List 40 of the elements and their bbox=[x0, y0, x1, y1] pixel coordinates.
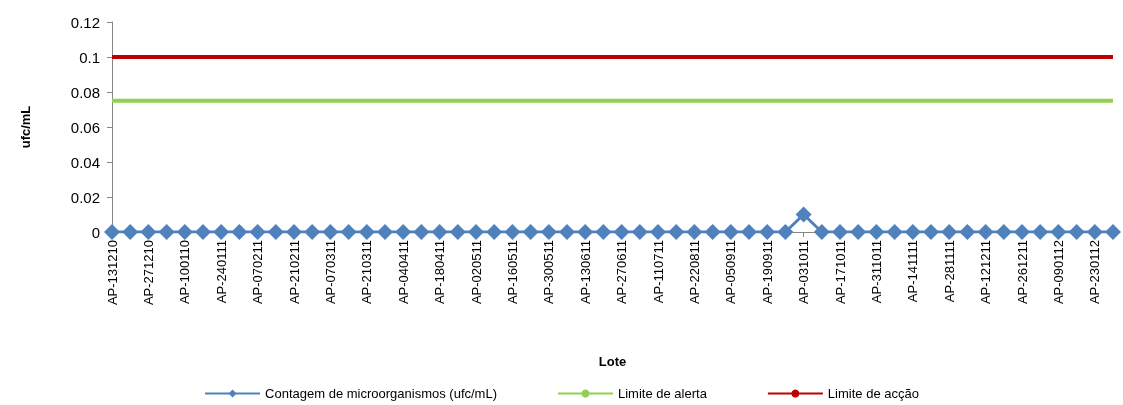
legend-label: Limite de alerta bbox=[617, 386, 708, 401]
y-tick-label: 0.1 bbox=[79, 48, 100, 66]
x-tick-label: AP-271210 bbox=[140, 240, 156, 306]
x-tick-label: AP-311011 bbox=[868, 240, 884, 304]
x-tick-label: AP-281111 bbox=[941, 240, 957, 303]
x-tick-label: AP-210211 bbox=[286, 240, 302, 305]
x-tick-label: AP-070211 bbox=[250, 240, 266, 305]
x-tick-label: AP-160511 bbox=[504, 240, 520, 305]
y-axis-title: ufc/mL bbox=[18, 105, 33, 149]
x-tick-label: AP-210311 bbox=[359, 240, 375, 305]
y-tick-label: 0.06 bbox=[70, 118, 100, 136]
x-tick-label: AP-130611 bbox=[577, 240, 593, 305]
x-tick-label: AP-121211 bbox=[978, 240, 994, 305]
x-tick-label: AP-031011 bbox=[796, 240, 812, 305]
x-tick-label: AP-141111 bbox=[905, 240, 921, 303]
y-tick-label: 0.12 bbox=[70, 13, 100, 31]
x-tick-label: AP-100110 bbox=[177, 240, 193, 305]
x-tick-label: AP-070311 bbox=[322, 240, 338, 305]
x-tick-label: AP-110711 bbox=[650, 240, 666, 304]
legend-label: Limite de acção bbox=[827, 386, 919, 401]
legend-label: Contagem de microorganismos (ufc/mL) bbox=[265, 386, 497, 401]
x-axis-title: Lote bbox=[598, 354, 627, 369]
x-tick-label: AP-230112 bbox=[1087, 240, 1103, 305]
x-tick-label: AP-240111 bbox=[213, 240, 229, 304]
y-tick-label: 0.08 bbox=[70, 83, 100, 101]
x-tick-label: AP-131210 bbox=[104, 240, 120, 306]
x-tick-label: AP-020511 bbox=[468, 240, 484, 305]
x-tick-label: AP-300511 bbox=[541, 240, 557, 305]
x-tick-label: AP-190911 bbox=[759, 240, 775, 305]
y-tick-label: 0 bbox=[91, 223, 100, 241]
y-tick-label: 0.02 bbox=[70, 188, 100, 206]
x-tick-label: AP-171011 bbox=[832, 240, 848, 305]
x-tick-label: AP-270611 bbox=[614, 240, 630, 305]
x-tick-label: AP-261211 bbox=[1014, 240, 1030, 305]
x-tick-label: AP-180411 bbox=[432, 240, 448, 305]
y-tick-label: 0.04 bbox=[70, 153, 100, 171]
x-tick-label: AP-040411 bbox=[395, 240, 411, 305]
x-tick-label: AP-090112 bbox=[1050, 240, 1066, 305]
x-tick-label: AP-220811 bbox=[686, 240, 702, 305]
x-tick-label: AP-050911 bbox=[723, 240, 739, 305]
